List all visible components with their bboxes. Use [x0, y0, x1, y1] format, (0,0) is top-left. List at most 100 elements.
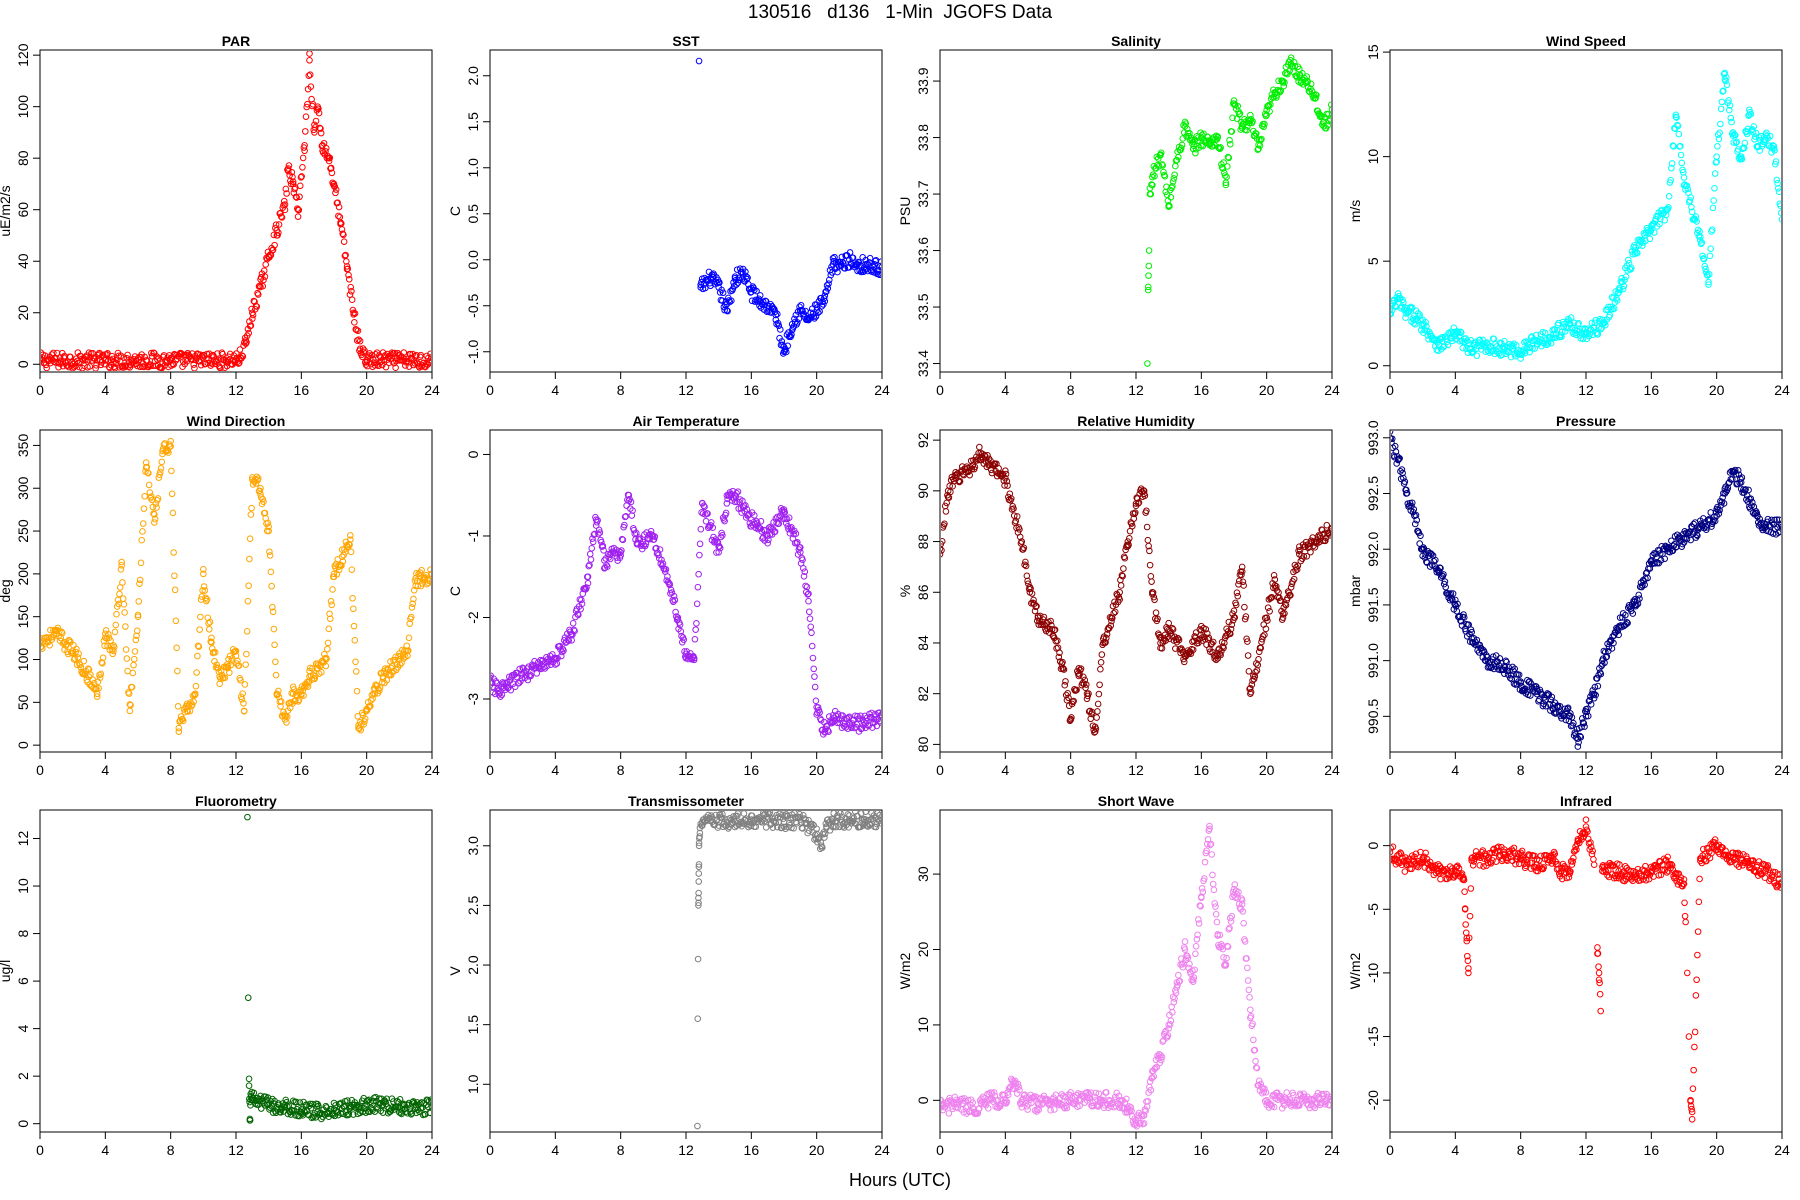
pressure-data-point: [1401, 478, 1409, 485]
fluorometry-data-point: [266, 1104, 274, 1111]
transmissometer-data-point: [769, 824, 777, 831]
pressure-data-point: [1440, 571, 1447, 578]
relative-humidity-data-point: [1150, 593, 1158, 601]
salinity-data-point: [1290, 59, 1298, 66]
relative-humidity-data-point: [1205, 634, 1213, 642]
air-temperature-data-point: [517, 678, 524, 685]
wind-direction-data-point: [272, 658, 279, 666]
pressure-data-point: [1548, 693, 1556, 701]
wind-direction-data-point: [168, 490, 176, 498]
wind-speed-y-tick-label: 15: [1365, 44, 1381, 60]
par-data-point: [288, 168, 296, 176]
wind-direction-data-point: [410, 595, 417, 603]
salinity-data-point: [1287, 54, 1295, 62]
pressure-data-point: [1502, 657, 1510, 665]
short-wave-data-point: [1247, 1006, 1254, 1014]
air-temperature-data-point: [868, 709, 875, 717]
wind-speed-data-point: [1722, 77, 1729, 85]
sst-data-point: [733, 281, 740, 288]
wind-speed-data-point: [1700, 255, 1708, 263]
wind-speed-data-point: [1691, 216, 1699, 224]
air-temperature-data-point: [569, 620, 577, 627]
salinity-data-point: [1169, 182, 1176, 190]
par-x-tick-label: 4: [101, 382, 109, 398]
wind-direction-data-point: [287, 699, 295, 706]
par-data-point: [351, 310, 359, 317]
wind-direction-data-point: [192, 682, 200, 690]
wind-speed-data-point: [1673, 114, 1680, 121]
air-temperature-data-point: [527, 672, 535, 680]
wind-speed-data-point: [1480, 340, 1487, 347]
relative-humidity-x-tick-label: 12: [1128, 762, 1144, 778]
wind-direction-y-tick-label: 350: [15, 434, 31, 458]
air-temperature-data-point: [607, 550, 615, 558]
wind-speed-data-point: [1688, 203, 1695, 211]
fluorometry-data-point: [315, 1102, 322, 1110]
relative-humidity-data-point: [1066, 717, 1074, 725]
wind-speed-data-point: [1709, 204, 1717, 212]
air-temperature-data-point: [656, 546, 664, 553]
par-data-point: [248, 305, 255, 313]
pressure-data-point: [1635, 591, 1643, 599]
air-temperature-data-point: [617, 552, 624, 559]
relative-humidity-data-point: [1028, 590, 1036, 597]
salinity-data-point: [1229, 114, 1236, 122]
par-data-point: [113, 359, 120, 367]
relative-humidity-data-point: [1238, 563, 1246, 571]
relative-humidity-data-point: [1226, 630, 1234, 638]
wind-direction-x-tick-label: 24: [424, 762, 440, 778]
air-temperature-data-point: [714, 539, 722, 546]
pressure-data-point: [1411, 520, 1419, 528]
relative-humidity-data-point: [1130, 515, 1138, 522]
wind-direction-data-point: [246, 535, 254, 543]
pressure-data-point: [1584, 705, 1591, 713]
sst-data-point: [778, 338, 786, 345]
fluorometry-x-tick-label: 16: [294, 1142, 310, 1158]
wind-direction-data-point: [46, 641, 53, 649]
relative-humidity-data-point: [1021, 561, 1028, 569]
wind-speed-data-point: [1439, 333, 1447, 341]
sst-data-point: [716, 279, 723, 286]
wind-direction-data-point: [254, 475, 262, 482]
wind-speed-data-point: [1570, 319, 1578, 327]
wind-direction-data-point: [175, 728, 183, 735]
wind-direction-data-point: [240, 699, 247, 707]
wind-direction-data-point: [428, 570, 431, 578]
sst-x-tick-label: 8: [617, 382, 625, 398]
par-data-point: [275, 229, 282, 236]
wind-direction-data-point: [200, 583, 208, 590]
wind-speed-data-point: [1561, 328, 1569, 335]
relative-humidity-x-tick-label: 16: [1194, 762, 1210, 778]
air-temperature-points: [491, 487, 881, 738]
wind-direction-data-point: [246, 555, 253, 563]
par-data-point: [372, 351, 379, 358]
pressure-data-point: [1731, 466, 1739, 474]
relative-humidity-data-point: [1022, 562, 1030, 570]
pressure-data-point: [1651, 559, 1659, 567]
sst-y-tick-label: 2.0: [465, 66, 481, 86]
relative-humidity-data-point: [1281, 600, 1289, 608]
wind-direction-data-point: [207, 638, 215, 645]
fluorometry-data-point: [257, 1105, 265, 1112]
salinity-x-tick-label: 8: [1067, 382, 1075, 398]
pressure-data-point: [1741, 486, 1749, 494]
wind-direction-data-point: [266, 548, 273, 556]
pressure-data-point: [1408, 502, 1415, 510]
par-data-point: [284, 165, 292, 172]
sst-data-point: [770, 305, 777, 312]
relative-humidity-data-point: [1051, 626, 1059, 634]
pressure-data-point: [1577, 733, 1585, 741]
par-data-point: [249, 315, 256, 322]
wind-speed-data-point: [1727, 114, 1735, 122]
air-temperature-data-point: [805, 608, 813, 616]
pressure-data-point: [1403, 489, 1411, 497]
salinity-data-point: [1172, 157, 1180, 164]
wind-direction-data-point: [92, 684, 99, 692]
relative-humidity-data-point: [1131, 510, 1138, 518]
air-temperature-data-point: [680, 636, 688, 643]
relative-humidity-data-point: [1151, 596, 1158, 604]
salinity-data-point: [1236, 110, 1244, 117]
wind-direction-data-point: [151, 511, 158, 518]
relative-humidity-data-point: [1232, 601, 1240, 609]
